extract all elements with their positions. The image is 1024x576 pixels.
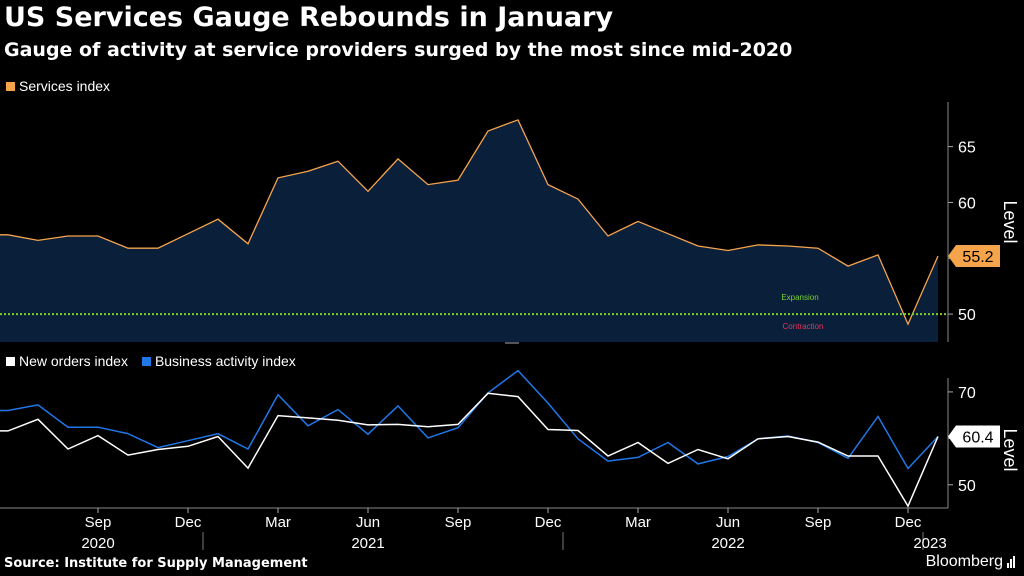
x-year-label: 2021 [351,535,384,552]
x-tick-label: Dec [895,514,922,531]
brand-name: Bloomberg [925,553,1003,570]
x-tick-label: Mar [625,514,651,531]
bottom-y-tick-label: 50 [958,478,976,495]
x-year-label: 2023 [913,535,946,552]
chart-title: US Services Gauge Rebounds in January [4,2,614,33]
x-tick-label: Mar [265,514,291,531]
legend-label-services: Services index [19,78,111,94]
legend-swatch-services [6,81,15,91]
services-last-value: 55.2 [962,249,993,266]
x-tick-label: Dec [535,514,562,531]
expansion-label: Expansion [781,293,818,302]
legend-swatch-new-orders [6,356,15,366]
x-tick-label: Dec [175,514,202,531]
x-tick-label: Sep [85,514,112,531]
chart-subtitle: Gauge of activity at service providers s… [4,39,793,61]
legend-label-new-orders: New orders index [19,353,128,369]
top-legend: Services index [6,78,124,94]
bottom-y-axis-title: Level [1000,428,1020,471]
services-line [0,119,939,326]
legend-item-services: Services index [6,78,110,94]
x-tick-label: Jun [356,514,380,531]
panel-divider-handle [505,342,519,344]
x-year-label: 2022 [711,535,744,552]
services-last-value-badge [948,245,1000,268]
source-note: Source: Institute for Supply Management [4,556,308,571]
legend-item-business-activity: Business activity index [141,353,296,369]
legend-item-new-orders: New orders index [6,353,128,369]
x-tick-label: Sep [445,514,472,531]
x-tick-label: Sep [805,514,832,531]
bloomberg-bars-icon [1007,556,1016,568]
new-orders-line [0,392,939,508]
x-tick-label: Jun [716,514,740,531]
top-y-tick-label: 60 [958,195,976,212]
business-activity-line [0,369,939,470]
legend-swatch-business-activity [141,356,151,366]
x-year-label: 2020 [81,535,114,552]
contraction-label: Contraction [783,322,824,331]
top-y-tick-label: 50 [958,307,976,324]
top-y-tick-label: 65 [958,140,976,157]
bloomberg-logo: Bloomberg [926,553,1016,571]
bottom-last-value-badge [948,425,1000,448]
bottom-legend: New orders index Business activity index [6,353,310,369]
bottom-y-tick-label: 70 [958,385,976,402]
services-area [0,119,938,342]
bottom-last-value: 60.4 [962,430,993,447]
top-y-axis-title: Level [1000,200,1020,243]
legend-label-business-activity: Business activity index [154,353,296,369]
